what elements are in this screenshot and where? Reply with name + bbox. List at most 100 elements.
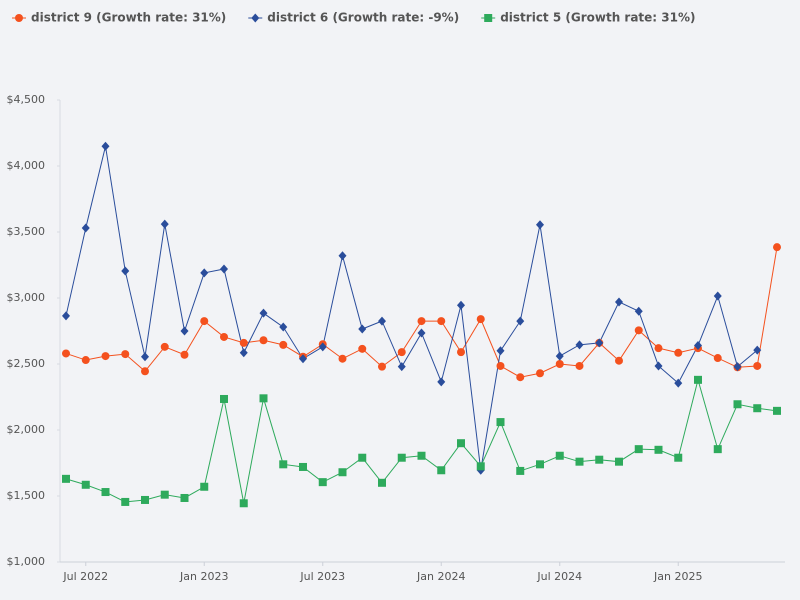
point xyxy=(496,361,505,370)
point xyxy=(397,362,406,372)
point xyxy=(160,490,169,499)
point xyxy=(220,394,228,403)
legend-label: district 5 (Growth rate: 31%) xyxy=(500,11,695,25)
point xyxy=(753,345,762,355)
point xyxy=(141,495,149,504)
point xyxy=(318,342,327,352)
point xyxy=(516,466,525,475)
point xyxy=(259,394,268,403)
y-tick-label: $1,000 xyxy=(7,555,46,568)
point xyxy=(615,356,623,365)
point xyxy=(555,451,564,460)
point xyxy=(654,344,663,353)
point xyxy=(180,350,189,359)
y-tick-label: $2,000 xyxy=(7,423,46,436)
point xyxy=(457,439,465,448)
point xyxy=(160,342,169,351)
point xyxy=(555,351,564,361)
point xyxy=(575,457,584,466)
point xyxy=(279,460,288,469)
y-tick-label: $3,500 xyxy=(7,225,46,238)
point xyxy=(536,369,544,378)
x-tick-label: Jul 2024 xyxy=(536,570,582,583)
x-tick-label: Jul 2023 xyxy=(299,570,345,583)
point xyxy=(417,317,426,326)
point xyxy=(318,478,327,487)
point xyxy=(615,297,623,307)
point xyxy=(397,453,406,462)
point xyxy=(457,348,465,357)
point xyxy=(378,478,386,487)
point xyxy=(121,266,130,276)
point xyxy=(200,482,209,491)
y-tick-label: $4,500 xyxy=(7,93,46,106)
point xyxy=(358,324,367,334)
point xyxy=(694,341,702,351)
legend-marker xyxy=(484,14,493,22)
point xyxy=(259,336,268,345)
point xyxy=(575,340,584,350)
point xyxy=(338,251,347,261)
point xyxy=(516,373,525,382)
series-line xyxy=(65,377,778,504)
legend-label: district 9 (Growth rate: 31%) xyxy=(31,11,226,25)
point xyxy=(575,361,584,370)
point xyxy=(595,455,604,464)
point xyxy=(654,445,663,454)
point xyxy=(674,348,683,357)
point xyxy=(713,291,722,301)
point xyxy=(141,367,149,376)
point xyxy=(81,223,90,233)
point xyxy=(180,493,189,502)
point xyxy=(200,268,209,278)
legend-label: district 6 (Growth rate: -9%) xyxy=(267,11,459,25)
point xyxy=(476,315,485,324)
point xyxy=(378,316,386,326)
point xyxy=(358,344,367,353)
point xyxy=(536,220,544,230)
point xyxy=(81,356,90,365)
point xyxy=(733,400,742,409)
point xyxy=(239,348,248,358)
legend-marker xyxy=(251,13,260,23)
point xyxy=(279,340,288,349)
point xyxy=(476,462,485,471)
point xyxy=(457,300,465,310)
y-tick-label: $3,000 xyxy=(7,291,46,304)
point xyxy=(239,338,248,347)
point xyxy=(279,322,288,332)
point xyxy=(713,354,722,363)
point xyxy=(338,354,347,363)
point xyxy=(417,451,426,460)
point xyxy=(674,378,683,388)
point xyxy=(516,316,525,326)
point xyxy=(338,468,347,477)
point xyxy=(101,141,110,151)
point xyxy=(62,474,70,483)
y-tick-label: $4,000 xyxy=(7,159,46,172)
point xyxy=(397,348,406,357)
point xyxy=(417,328,426,338)
point xyxy=(101,352,110,361)
x-tick-label: Jan 2023 xyxy=(179,570,228,583)
point xyxy=(654,361,663,371)
point xyxy=(773,406,781,415)
point xyxy=(694,375,702,384)
series-line xyxy=(65,146,758,471)
point xyxy=(220,264,228,274)
point xyxy=(62,349,70,358)
x-tick-label: Jul 2022 xyxy=(62,570,108,583)
point xyxy=(239,499,248,508)
point xyxy=(634,445,643,454)
point xyxy=(62,311,70,321)
point xyxy=(378,362,386,371)
point xyxy=(299,354,307,364)
point xyxy=(773,243,781,252)
point xyxy=(753,404,762,413)
point xyxy=(141,352,149,362)
point xyxy=(81,480,90,489)
point xyxy=(358,453,367,462)
x-tick-label: Jan 2025 xyxy=(653,570,702,583)
x-tick-label: Jan 2024 xyxy=(416,570,465,583)
